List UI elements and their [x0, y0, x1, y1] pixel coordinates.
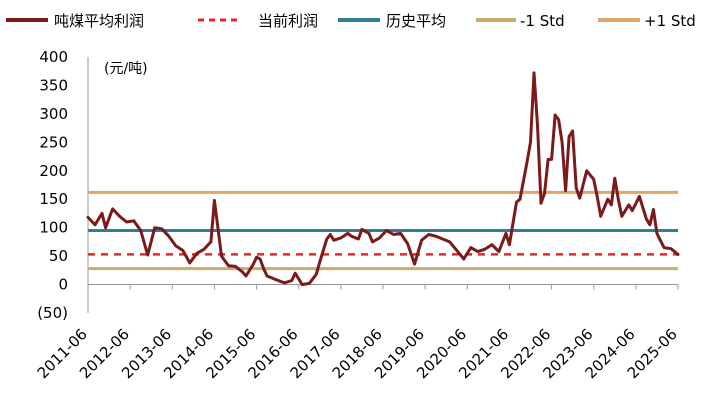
x-axis: 2011-062012-062013-062014-062015-062016-…	[34, 284, 681, 382]
y-tick-label: 250	[39, 133, 68, 151]
legend: 吨煤平均利润 当前利润 历史平均 -1 Std +1 Std	[6, 12, 696, 30]
series-layer	[86, 71, 680, 287]
unit-label: (元/吨)	[104, 61, 148, 77]
reference-lines	[88, 190, 678, 271]
avg-profit-series-line	[86, 71, 680, 287]
y-tick-label: 50	[49, 247, 68, 265]
legend-label-avg-profit: 吨煤平均利润	[54, 12, 144, 30]
y-tick-label: (50)	[37, 304, 68, 322]
legend-label-current-profit: 当前利润	[258, 12, 318, 30]
y-tick-label: 150	[39, 190, 68, 208]
y-tick-label: 400	[39, 48, 68, 66]
legend-label-historical-avg: 历史平均	[386, 12, 446, 30]
legend-label-minus-std: -1 Std	[520, 12, 565, 30]
y-axis: 400 350 300 250 200 150 100 50 0 (50)	[37, 48, 89, 322]
y-tick-label: 0	[58, 276, 68, 294]
y-tick-label: 350	[39, 76, 68, 94]
legend-label-plus-std: +1 Std	[644, 12, 696, 30]
y-tick-label: 200	[39, 162, 68, 180]
y-tick-label: 100	[39, 219, 68, 237]
y-tick-label: 300	[39, 105, 68, 123]
